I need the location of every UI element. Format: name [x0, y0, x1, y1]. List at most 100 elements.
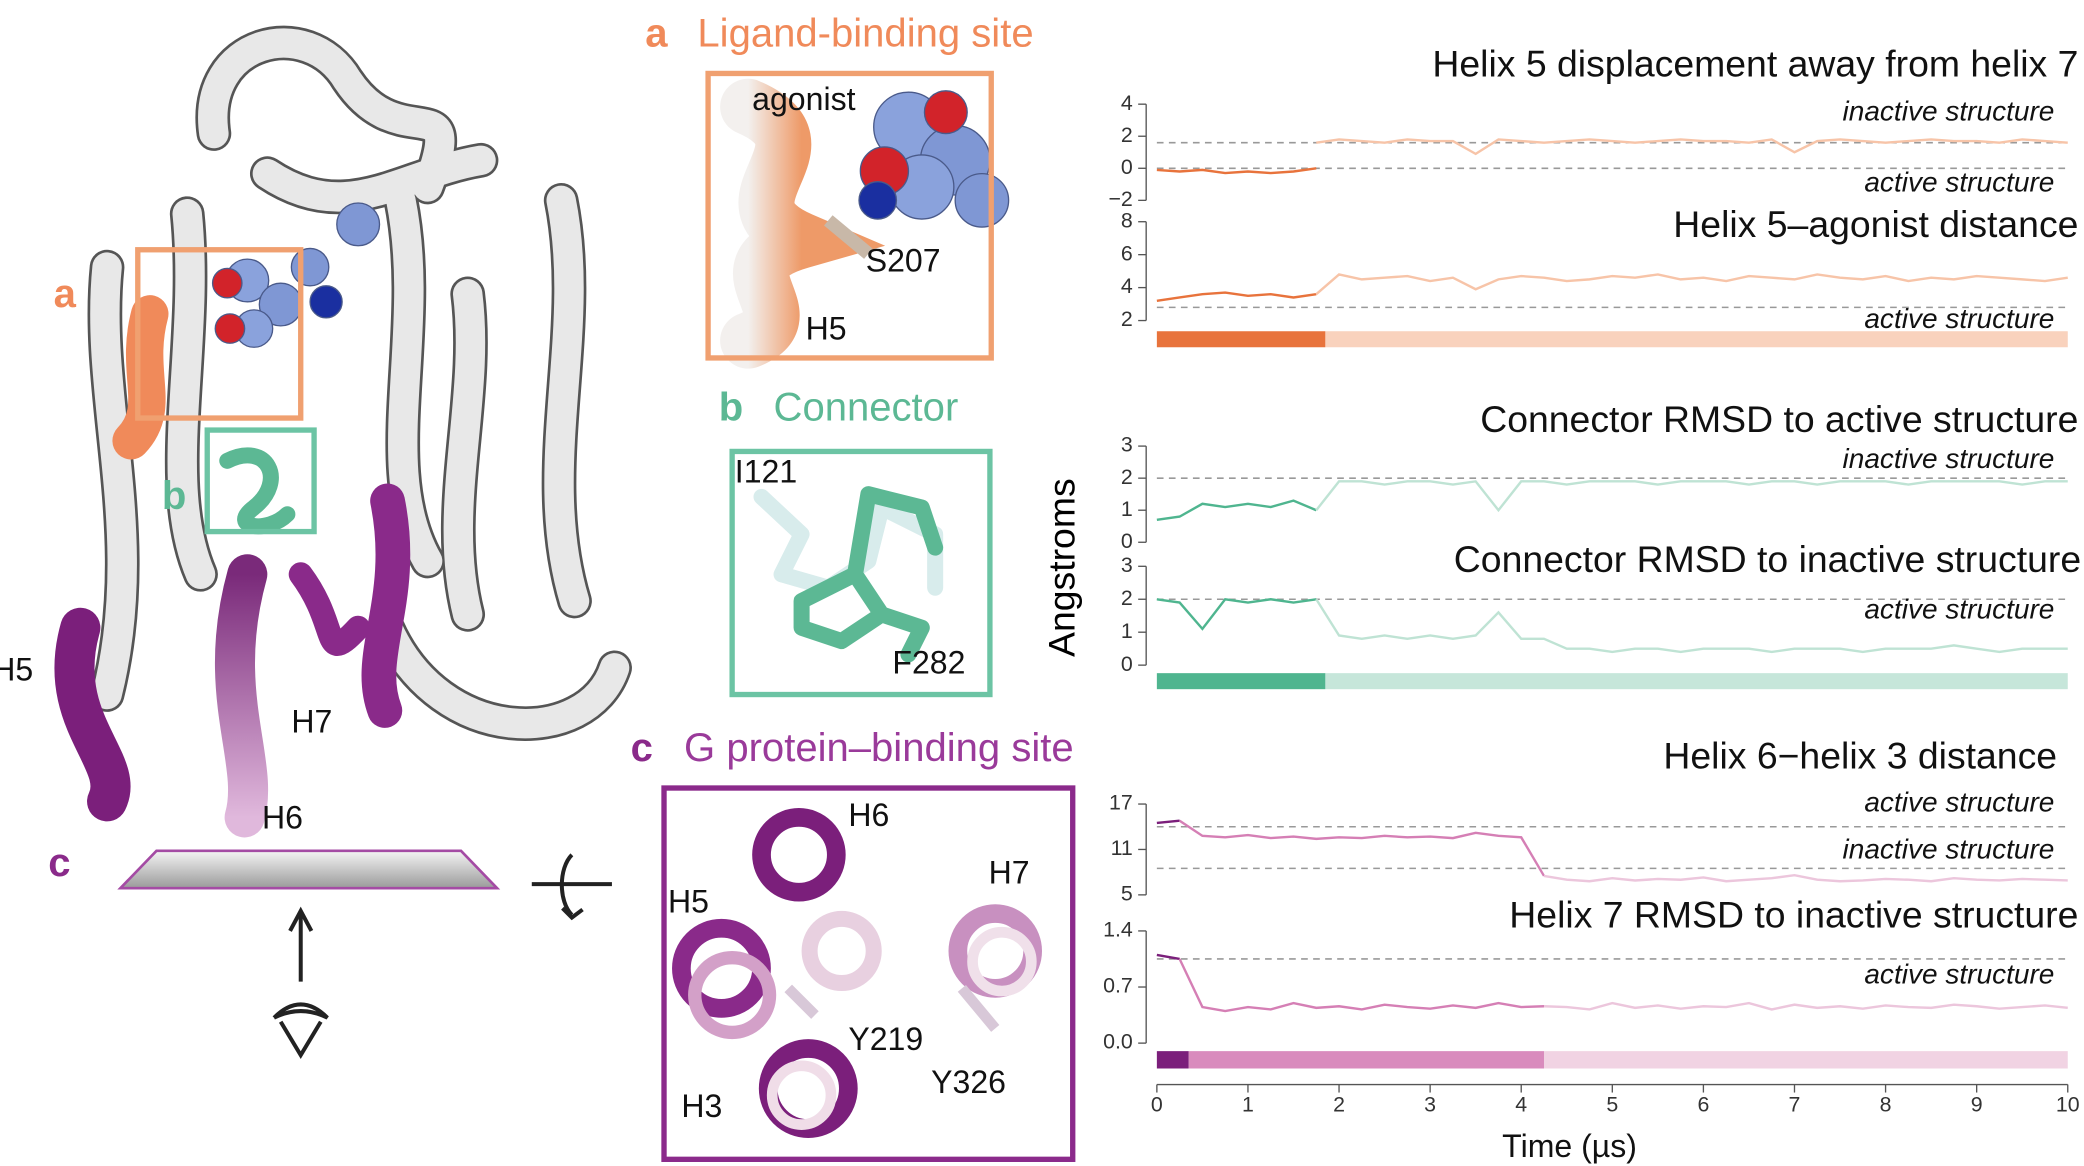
chart-title: Helix 5 displacement away from helix 7 — [1432, 43, 2078, 85]
y-tick-label: 2 — [1121, 465, 1133, 489]
reference-label: inactive structure — [1843, 96, 2055, 127]
view-arrow — [278, 1020, 323, 1060]
chart: Connector RMSD to inactive structure 3 2 1 0… — [1121, 538, 2081, 690]
helix-ribbon — [372, 613, 630, 739]
agonist-spheres — [211, 202, 381, 348]
ligand-detail — [720, 78, 885, 369]
trace-line — [1156, 953, 1180, 961]
chart-title: Helix 6−helix 3 distance — [1663, 735, 2057, 777]
panel-title: Ligand-binding site — [697, 12, 1033, 56]
y-tick-label: 3 — [1121, 553, 1133, 577]
helix-label: H7 — [989, 854, 1030, 890]
helix-ribbon — [90, 252, 137, 710]
trace-line — [1316, 138, 2068, 156]
chart-title: Helix 7 RMSD to inactive structure — [1509, 893, 2078, 935]
x-axis-label: Time (µs) — [1502, 1128, 1637, 1164]
x-tick-label: 3 — [1424, 1093, 1436, 1117]
state-segment — [1325, 331, 2068, 348]
state-segment — [1543, 1051, 2068, 1069]
trace-line — [1543, 1001, 2068, 1011]
residue-label: agonist — [752, 81, 855, 117]
y-tick-label: 0.0 — [1103, 1030, 1133, 1054]
x-tick-label: 6 — [1697, 1093, 1709, 1117]
y-tick-label: 2 — [1121, 586, 1133, 610]
x-tick-label: 5 — [1606, 1093, 1618, 1117]
state-segment — [1156, 1051, 1189, 1069]
y-tick-label: 17 — [1109, 791, 1133, 815]
trace-line — [1543, 873, 2068, 883]
trace-line — [1315, 598, 2068, 654]
y-tick-label: 2 — [1121, 307, 1133, 331]
trace-line — [1156, 597, 1317, 631]
agonist-spheres — [290, 247, 330, 287]
x-tick-label: 2 — [1333, 1093, 1345, 1117]
connector-detail — [793, 486, 944, 663]
trace-line — [1156, 499, 1317, 522]
y-tick-label: 5 — [1121, 882, 1133, 906]
x-tick-label: 0 — [1151, 1093, 1163, 1117]
state-segment — [1325, 673, 2068, 690]
overview-label: a — [54, 272, 77, 316]
helix-label: H6 — [262, 800, 303, 836]
reference-label: inactive structure — [1843, 443, 2055, 474]
ligand-detail — [824, 215, 873, 259]
reference-label: active structure — [1864, 303, 2054, 334]
view-arrow — [272, 1002, 329, 1020]
panel-letter: b — [719, 386, 743, 430]
reference-label: active structure — [1864, 167, 2054, 198]
box-b — [204, 427, 317, 535]
helix-label: H5 — [806, 311, 847, 347]
y-tick-label: 0 — [1121, 155, 1133, 179]
agonist-spheres — [211, 267, 243, 299]
y-tick-label: 2 — [1121, 123, 1133, 147]
helix-ribbon — [198, 28, 455, 202]
panel-c-frame — [661, 785, 1076, 1162]
panel-letter: a — [645, 12, 668, 56]
panel-title: G protein–binding site — [684, 726, 1074, 770]
gprotein-detail — [967, 926, 1037, 997]
x-tick-label: 9 — [1971, 1093, 1983, 1117]
view-arrow — [561, 906, 584, 921]
connector-sticks — [219, 447, 296, 535]
box-a — [135, 247, 304, 421]
gprotein-detail — [766, 1060, 837, 1130]
residue-label: F282 — [892, 645, 965, 681]
trace-line — [1178, 819, 1546, 877]
residue-label: I121 — [735, 454, 797, 490]
reference-label: active structure — [1864, 594, 2054, 625]
trace-line — [1156, 291, 1317, 302]
residue-label: Y326 — [931, 1064, 1006, 1100]
state-segment — [1156, 673, 1326, 690]
helix-h6-purple — [361, 483, 411, 728]
panel-a-frame — [705, 70, 994, 361]
y-axis-label: Angstroms — [1041, 478, 1083, 657]
overview-label: b — [162, 474, 186, 518]
state-segment — [1156, 331, 1326, 348]
ligand-detail — [858, 180, 898, 220]
helix-ribbon — [167, 199, 216, 590]
panel-title: Connector — [774, 386, 959, 430]
chart: Helix 6−helix 3 distance 17 11 5 active stru… — [1109, 735, 2068, 906]
x-tick-label: 10 — [2056, 1093, 2080, 1117]
y-tick-label: 11 — [1111, 836, 1133, 860]
helix-h7 — [214, 554, 269, 838]
helix-ribbon — [90, 28, 630, 739]
y-tick-label: 1 — [1121, 619, 1133, 643]
agonist-spheres — [214, 313, 246, 344]
y-tick-label: 0.7 — [1103, 974, 1133, 998]
view-arrow — [559, 853, 574, 917]
residue-label: Y219 — [848, 1021, 923, 1057]
y-tick-label: −2 — [1108, 187, 1132, 211]
panel-b-frame — [729, 448, 993, 698]
helix-label: H5 — [668, 884, 709, 920]
residue-label: S207 — [866, 243, 941, 279]
helix-ribbon — [252, 145, 496, 212]
trace-line — [1156, 819, 1180, 825]
trace-line — [1178, 958, 1545, 1013]
helix-purple-short — [288, 562, 371, 656]
protein-overview — [54, 25, 632, 838]
helix-ribbon — [544, 185, 590, 616]
reference-label: active structure — [1864, 786, 2054, 817]
y-tick-label: 0 — [1121, 652, 1133, 676]
